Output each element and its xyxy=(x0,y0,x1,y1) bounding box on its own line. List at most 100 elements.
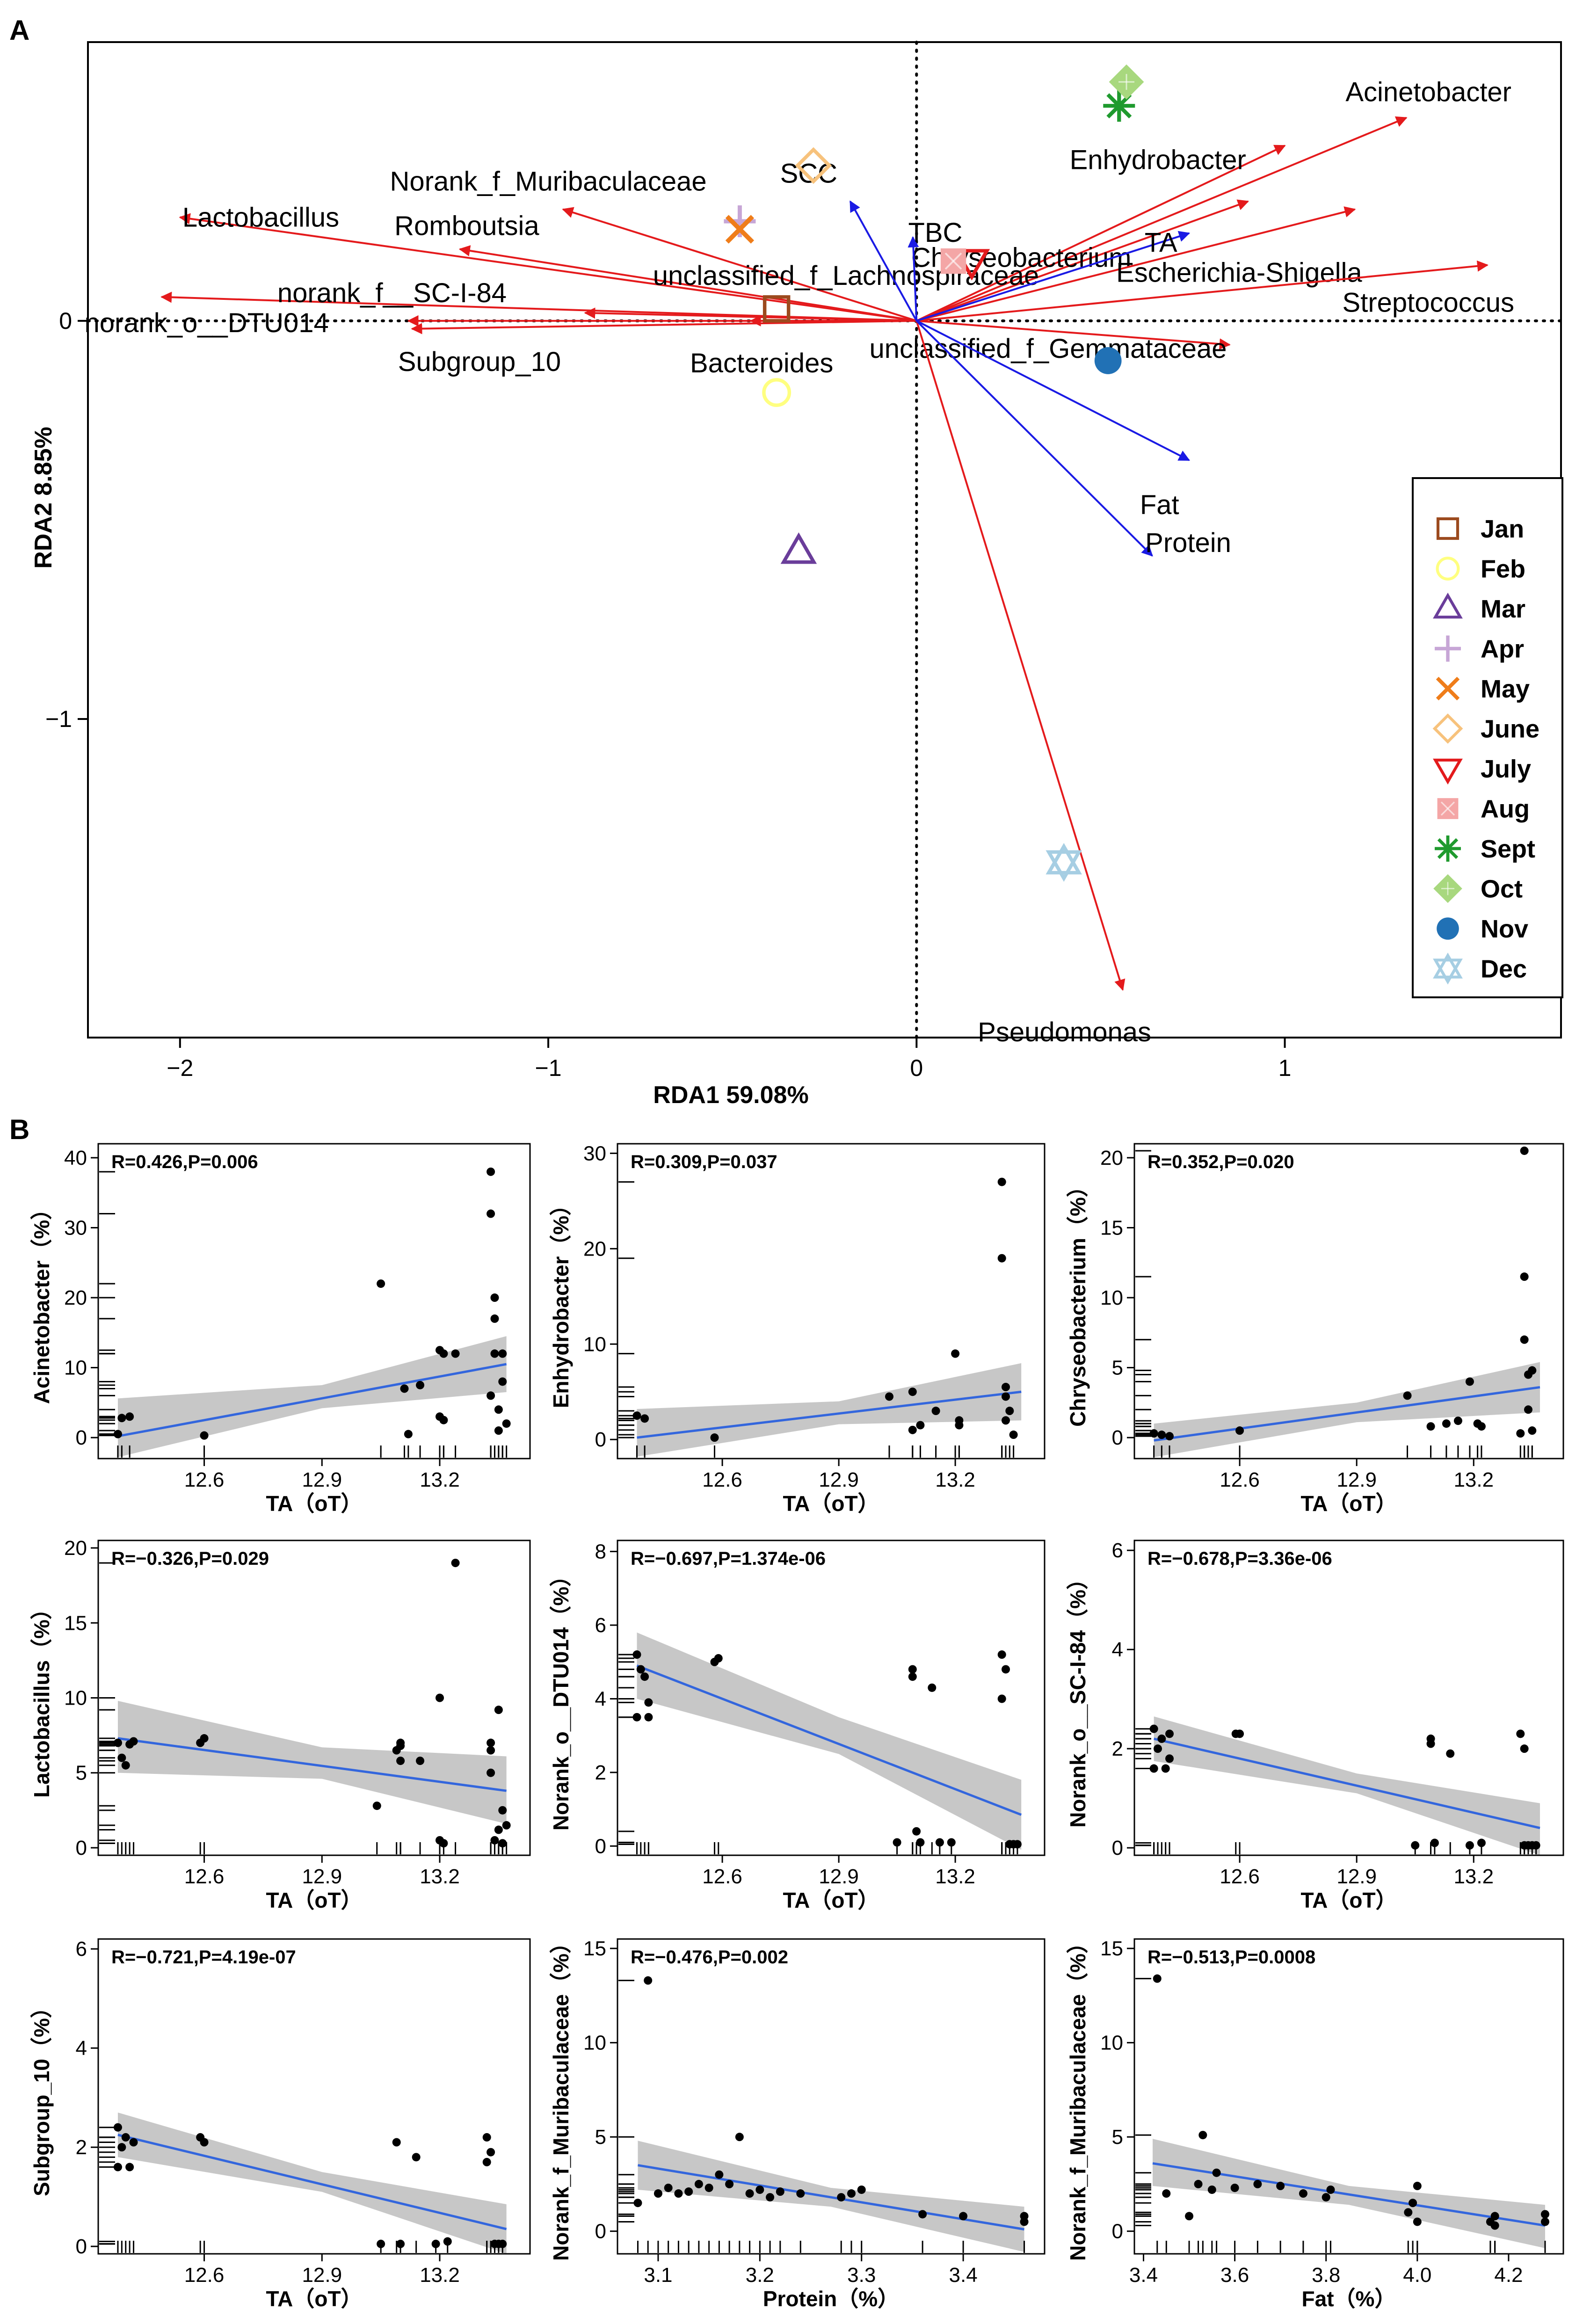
legend-symbol-jan xyxy=(1436,517,1460,540)
regression-line xyxy=(1154,1737,1540,1830)
data-point xyxy=(664,2183,673,2192)
data-point xyxy=(735,2133,744,2142)
data-point xyxy=(796,2189,805,2198)
data-point xyxy=(487,2148,495,2157)
x-tick-label: 12.6 xyxy=(184,1468,225,1491)
data-point xyxy=(200,1431,209,1440)
data-point xyxy=(487,1738,495,1747)
legend-label: Mar xyxy=(1481,595,1525,623)
legend-label: June xyxy=(1481,715,1539,743)
y-axis-title: Norank_o__DTU014（%） xyxy=(549,1565,573,1831)
data-point xyxy=(1490,2212,1499,2221)
species-vector-label: Enhydrobacter xyxy=(1070,145,1246,175)
regression-line xyxy=(117,1363,507,1438)
data-point xyxy=(908,1672,917,1681)
data-point xyxy=(498,1349,507,1358)
rda-x-tick-label: 0 xyxy=(910,1055,923,1081)
sample-point-mar xyxy=(780,532,817,564)
y-tick-label: 6 xyxy=(1112,1539,1123,1562)
legend-label: Oct xyxy=(1481,875,1523,903)
data-point xyxy=(1426,1739,1435,1748)
y-axis-title: Enhydrobacter（%） xyxy=(549,1194,573,1409)
data-point xyxy=(1154,1744,1162,1753)
data-point xyxy=(439,1416,448,1424)
data-point xyxy=(1528,1426,1537,1435)
x-tick-label: 12.9 xyxy=(1336,1865,1377,1888)
data-point xyxy=(745,2189,754,2198)
species-vector-arrow xyxy=(915,320,1126,991)
data-point xyxy=(908,1387,917,1396)
data-point xyxy=(396,1738,405,1747)
x-tick-label: 12.6 xyxy=(702,1865,742,1888)
data-point xyxy=(776,2187,784,2196)
correlation-annotation: R=0.352,P=0.020 xyxy=(1147,1152,1294,1172)
legend-label: Apr xyxy=(1481,635,1524,663)
data-point xyxy=(674,2189,683,2198)
data-point xyxy=(482,2133,491,2142)
data-point xyxy=(416,1757,425,1765)
sample-point-dec xyxy=(1046,842,1082,882)
data-point xyxy=(1153,1974,1162,1983)
legend-label: May xyxy=(1481,675,1530,703)
species-vector-label: Escherichia-Shigella xyxy=(1116,258,1362,288)
y-tick-label: 5 xyxy=(1112,1357,1123,1380)
data-point xyxy=(684,2187,693,2196)
scatter-panel-b2: 12.6 12.9 13.2 0 10 20 30 R=0.309,P=0.037 TA（oT）… xyxy=(549,1142,1046,1516)
scatter-panel-b8: 3.1 3.2 3.3 3.4 0 5 10 15 R=−0.476,P=0.002 Protei… xyxy=(549,1932,1046,2311)
data-point xyxy=(498,1377,507,1386)
data-point xyxy=(1465,1377,1474,1386)
x-tick-label: 13.2 xyxy=(420,2264,460,2287)
data-point xyxy=(725,2179,734,2188)
data-point xyxy=(494,1405,503,1414)
x-tick-label: 3.3 xyxy=(847,2264,876,2287)
data-point xyxy=(1207,2185,1216,2194)
confidence-band xyxy=(1154,1716,1540,1855)
data-point xyxy=(487,1209,495,1218)
correlation-annotation: R=−0.326,P=0.029 xyxy=(111,1548,269,1569)
data-point xyxy=(490,1836,499,1845)
data-point xyxy=(200,1734,209,1743)
regression-line xyxy=(117,2134,507,2230)
y-tick-label: 10 xyxy=(64,1357,87,1380)
data-point xyxy=(1002,1665,1010,1674)
y-tick-label: 0 xyxy=(595,2220,606,2243)
species-vector-arrow xyxy=(916,199,1249,322)
y-tick-label: 8 xyxy=(595,1540,606,1563)
species-vector-arrow xyxy=(458,245,917,322)
data-point xyxy=(377,1279,385,1288)
y-tick-label: 0 xyxy=(76,2235,87,2258)
species-vector-label: Lactobacillus xyxy=(182,203,339,233)
data-point xyxy=(847,2189,856,2198)
y-axis-title: Norank_f_Muribaculaceae（%） xyxy=(549,1932,573,2261)
y-tick-label: 6 xyxy=(595,1614,606,1637)
data-point xyxy=(959,2212,968,2221)
y-tick-label: 20 xyxy=(64,1286,87,1309)
y-tick-label: 40 xyxy=(64,1147,87,1169)
data-point xyxy=(1520,1744,1529,1753)
data-point xyxy=(1413,2217,1422,2226)
data-point xyxy=(1516,1429,1525,1438)
x-axis-title: TA（oT） xyxy=(783,1888,879,1912)
x-tick-label: 12.6 xyxy=(1220,1468,1260,1491)
data-point xyxy=(633,2199,642,2208)
env-vector-label: Protein xyxy=(1145,528,1231,558)
data-point xyxy=(121,1761,130,1770)
scatter-frame xyxy=(97,1938,531,2255)
y-tick-label: 30 xyxy=(64,1216,87,1239)
data-point xyxy=(1009,1431,1018,1439)
scatter-panel-b6: 12.6 12.9 13.2 0 2 4 6 R=−0.678,P=3.36e-06 TA（oT… xyxy=(1066,1539,1564,1912)
data-point xyxy=(1185,2212,1194,2221)
legend-label: Sept xyxy=(1481,835,1535,863)
data-point xyxy=(928,1683,937,1692)
data-point xyxy=(1002,1383,1010,1392)
y-tick-label: 0 xyxy=(595,1428,606,1451)
data-point xyxy=(1413,2181,1422,2190)
data-point xyxy=(857,2185,866,2194)
data-point xyxy=(916,1421,925,1430)
y-tick-label: 30 xyxy=(583,1142,606,1165)
x-tick-label: 13.2 xyxy=(935,1865,975,1888)
x-axis-title: TA（oT） xyxy=(266,1491,362,1516)
data-point xyxy=(908,1665,917,1674)
x-tick-label: 3.4 xyxy=(949,2264,978,2287)
data-point xyxy=(997,1650,1006,1659)
